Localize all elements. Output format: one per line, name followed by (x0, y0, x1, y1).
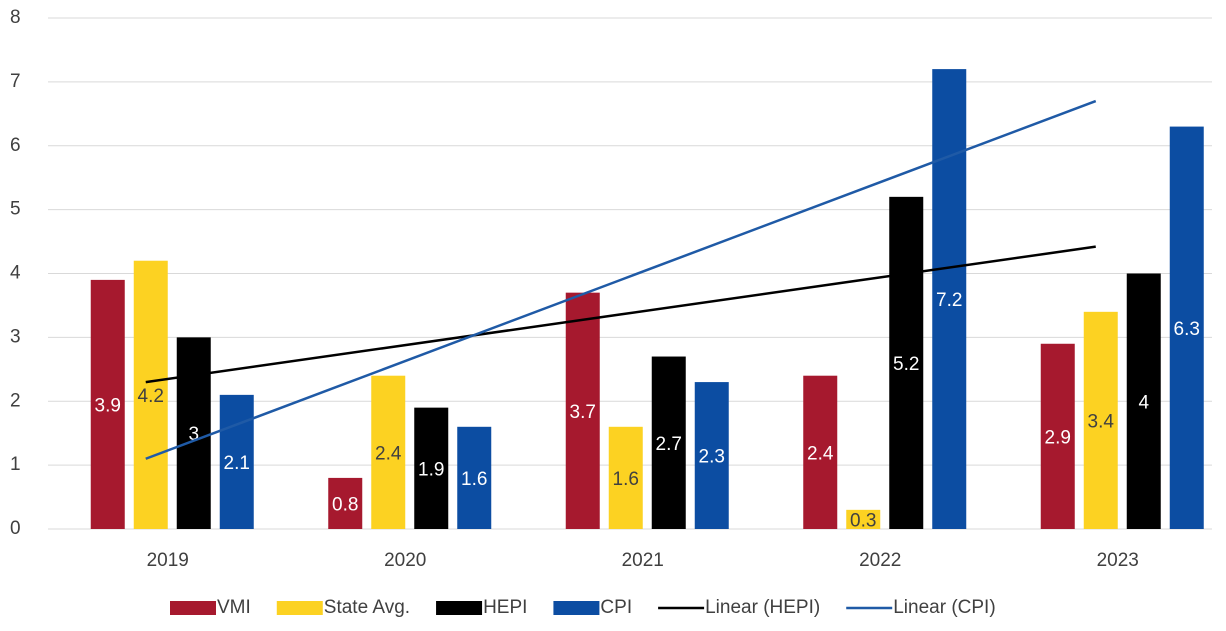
data-label: 2.4 (807, 443, 834, 464)
bar (219, 394, 254, 529)
data-label: 1.6 (613, 469, 639, 490)
data-label: 0.8 (332, 494, 358, 515)
bar (90, 279, 125, 529)
bar (565, 292, 600, 529)
legend-label: Linear (CPI) (893, 597, 995, 618)
bar (176, 337, 211, 529)
data-label: 2.4 (375, 443, 402, 464)
trendline (145, 245, 1096, 384)
data-label: 5.2 (893, 354, 919, 375)
x-tick-label: 2023 (1097, 550, 1139, 571)
x-tick-label: 2021 (622, 550, 664, 571)
data-label: 2.3 (699, 447, 725, 468)
bar (1126, 273, 1161, 529)
bar (608, 426, 643, 529)
legend-swatch (553, 601, 600, 615)
bar (846, 509, 881, 529)
data-label: 3.4 (1088, 411, 1115, 432)
legend-swatch (276, 601, 323, 615)
bar (803, 375, 838, 529)
data-label: 0.3 (850, 510, 876, 531)
legend-label: Linear (HEPI) (705, 597, 820, 618)
data-label: 3.9 (95, 395, 121, 416)
bar (371, 375, 406, 529)
y-tick-label: 8 (10, 7, 21, 28)
y-tick-label: 6 (10, 135, 21, 156)
data-label: 7.2 (936, 290, 962, 311)
data-label: 4.2 (138, 386, 164, 407)
bar (694, 382, 729, 529)
legend-label: State Avg. (324, 597, 410, 618)
data-label: 6.3 (1174, 319, 1200, 340)
x-tick-label: 2022 (859, 550, 901, 571)
data-label: 2.7 (656, 434, 682, 455)
bar (1169, 126, 1204, 530)
y-tick-label: 7 (10, 71, 21, 92)
legend-swatch (170, 601, 216, 615)
data-label: 2.1 (224, 453, 250, 474)
bar (133, 260, 168, 529)
y-tick-label: 3 (10, 326, 21, 347)
x-tick-label: 2020 (384, 550, 426, 571)
bar (1083, 311, 1118, 529)
bar (889, 196, 924, 529)
legend-label: VMI (217, 597, 251, 618)
data-label: 1.9 (418, 459, 444, 480)
y-tick-label: 5 (10, 199, 21, 220)
y-tick-label: 4 (10, 263, 21, 284)
data-label: 4 (1138, 392, 1149, 413)
bar (651, 356, 686, 529)
bar (457, 426, 492, 529)
bar (414, 407, 449, 529)
bar (932, 69, 967, 529)
x-tick-label: 2019 (147, 550, 189, 571)
data-label: 1.6 (461, 469, 487, 490)
data-label: 2.9 (1045, 427, 1071, 448)
legend-label: HEPI (483, 597, 527, 618)
legend-swatch (436, 601, 483, 615)
bar (328, 477, 363, 529)
y-tick-label: 1 (10, 454, 21, 475)
y-tick-label: 2 (10, 390, 21, 411)
y-tick-label: 0 (10, 518, 21, 539)
data-label: 3.7 (570, 402, 596, 423)
trendline (145, 99, 1097, 460)
legend-label: CPI (600, 597, 632, 618)
bar (1040, 343, 1075, 529)
data-label: 3 (188, 424, 199, 445)
